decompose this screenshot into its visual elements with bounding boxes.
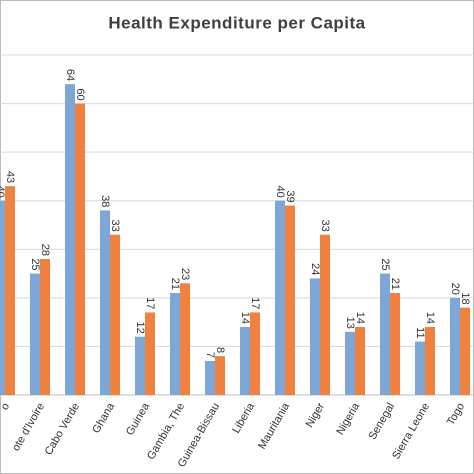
value-label: 18 bbox=[459, 292, 471, 304]
value-label: 21 bbox=[389, 278, 401, 290]
bar bbox=[460, 307, 470, 395]
value-label: 39 bbox=[284, 190, 296, 202]
bar bbox=[345, 331, 355, 395]
chart-title: Health Expenditure per Capita bbox=[108, 13, 365, 32]
value-label: 12 bbox=[134, 321, 146, 333]
bar bbox=[215, 356, 225, 395]
value-label: 13 bbox=[344, 317, 356, 329]
value-label: 17 bbox=[249, 297, 261, 309]
x-tick-label: Ghana bbox=[90, 400, 117, 435]
bar bbox=[285, 205, 295, 395]
bar bbox=[0, 200, 5, 395]
x-tick-label: Nigeria bbox=[334, 400, 362, 437]
bar bbox=[355, 327, 365, 395]
value-label: 24 bbox=[309, 263, 321, 275]
bar bbox=[135, 336, 145, 395]
value-label: 11 bbox=[414, 327, 426, 338]
value-label: 23 bbox=[179, 268, 191, 280]
value-label: 33 bbox=[319, 219, 331, 231]
bar bbox=[415, 341, 425, 395]
x-tick-label: Mauritania bbox=[256, 400, 293, 451]
value-label: 14 bbox=[424, 312, 436, 324]
bar bbox=[320, 234, 330, 395]
bar bbox=[75, 103, 85, 396]
value-label: 7 bbox=[204, 352, 216, 358]
bar bbox=[5, 186, 15, 395]
x-tick-label: Togo bbox=[445, 401, 467, 428]
value-label: 33 bbox=[109, 219, 121, 231]
value-label: 17 bbox=[144, 297, 156, 309]
x-tick-label: Senegal bbox=[367, 401, 398, 442]
value-label: 14 bbox=[354, 312, 366, 324]
value-label: 25 bbox=[379, 258, 391, 270]
bar bbox=[170, 293, 180, 395]
value-label: 60 bbox=[74, 88, 86, 100]
value-label: 20 bbox=[449, 283, 461, 295]
x-tick-label: Sierra Leone bbox=[390, 401, 432, 462]
bar bbox=[145, 312, 155, 395]
bar bbox=[240, 327, 250, 395]
bar bbox=[205, 361, 215, 395]
x-tick-label: o bbox=[0, 401, 12, 412]
x-tick-label: Niger bbox=[304, 401, 328, 430]
value-label: 25 bbox=[29, 258, 41, 270]
bar bbox=[250, 312, 260, 395]
bar bbox=[180, 283, 190, 395]
x-tick-label: Cabo Verde bbox=[43, 401, 82, 457]
value-label: 38 bbox=[99, 195, 111, 207]
value-label: 21 bbox=[169, 278, 181, 290]
x-tick-label: ote d'Ivoire bbox=[10, 401, 47, 453]
bar bbox=[65, 84, 75, 396]
bar bbox=[30, 273, 40, 395]
value-label: 40 bbox=[0, 185, 6, 197]
x-tick-label: Liberia bbox=[230, 400, 257, 435]
x-tick-label: Guinea bbox=[124, 400, 153, 437]
value-label: 43 bbox=[4, 171, 16, 183]
bar bbox=[425, 327, 435, 395]
bar bbox=[110, 234, 120, 395]
bar bbox=[310, 278, 320, 395]
bar bbox=[390, 293, 400, 395]
value-label: 64 bbox=[64, 69, 76, 81]
bar bbox=[275, 200, 285, 395]
value-label: 8 bbox=[214, 347, 226, 353]
value-label: 28 bbox=[39, 244, 51, 256]
bar bbox=[40, 259, 50, 395]
bar bbox=[380, 273, 390, 395]
value-label: 40 bbox=[274, 185, 286, 197]
bar bbox=[100, 210, 110, 395]
value-label: 14 bbox=[239, 312, 251, 324]
bar bbox=[450, 297, 460, 395]
